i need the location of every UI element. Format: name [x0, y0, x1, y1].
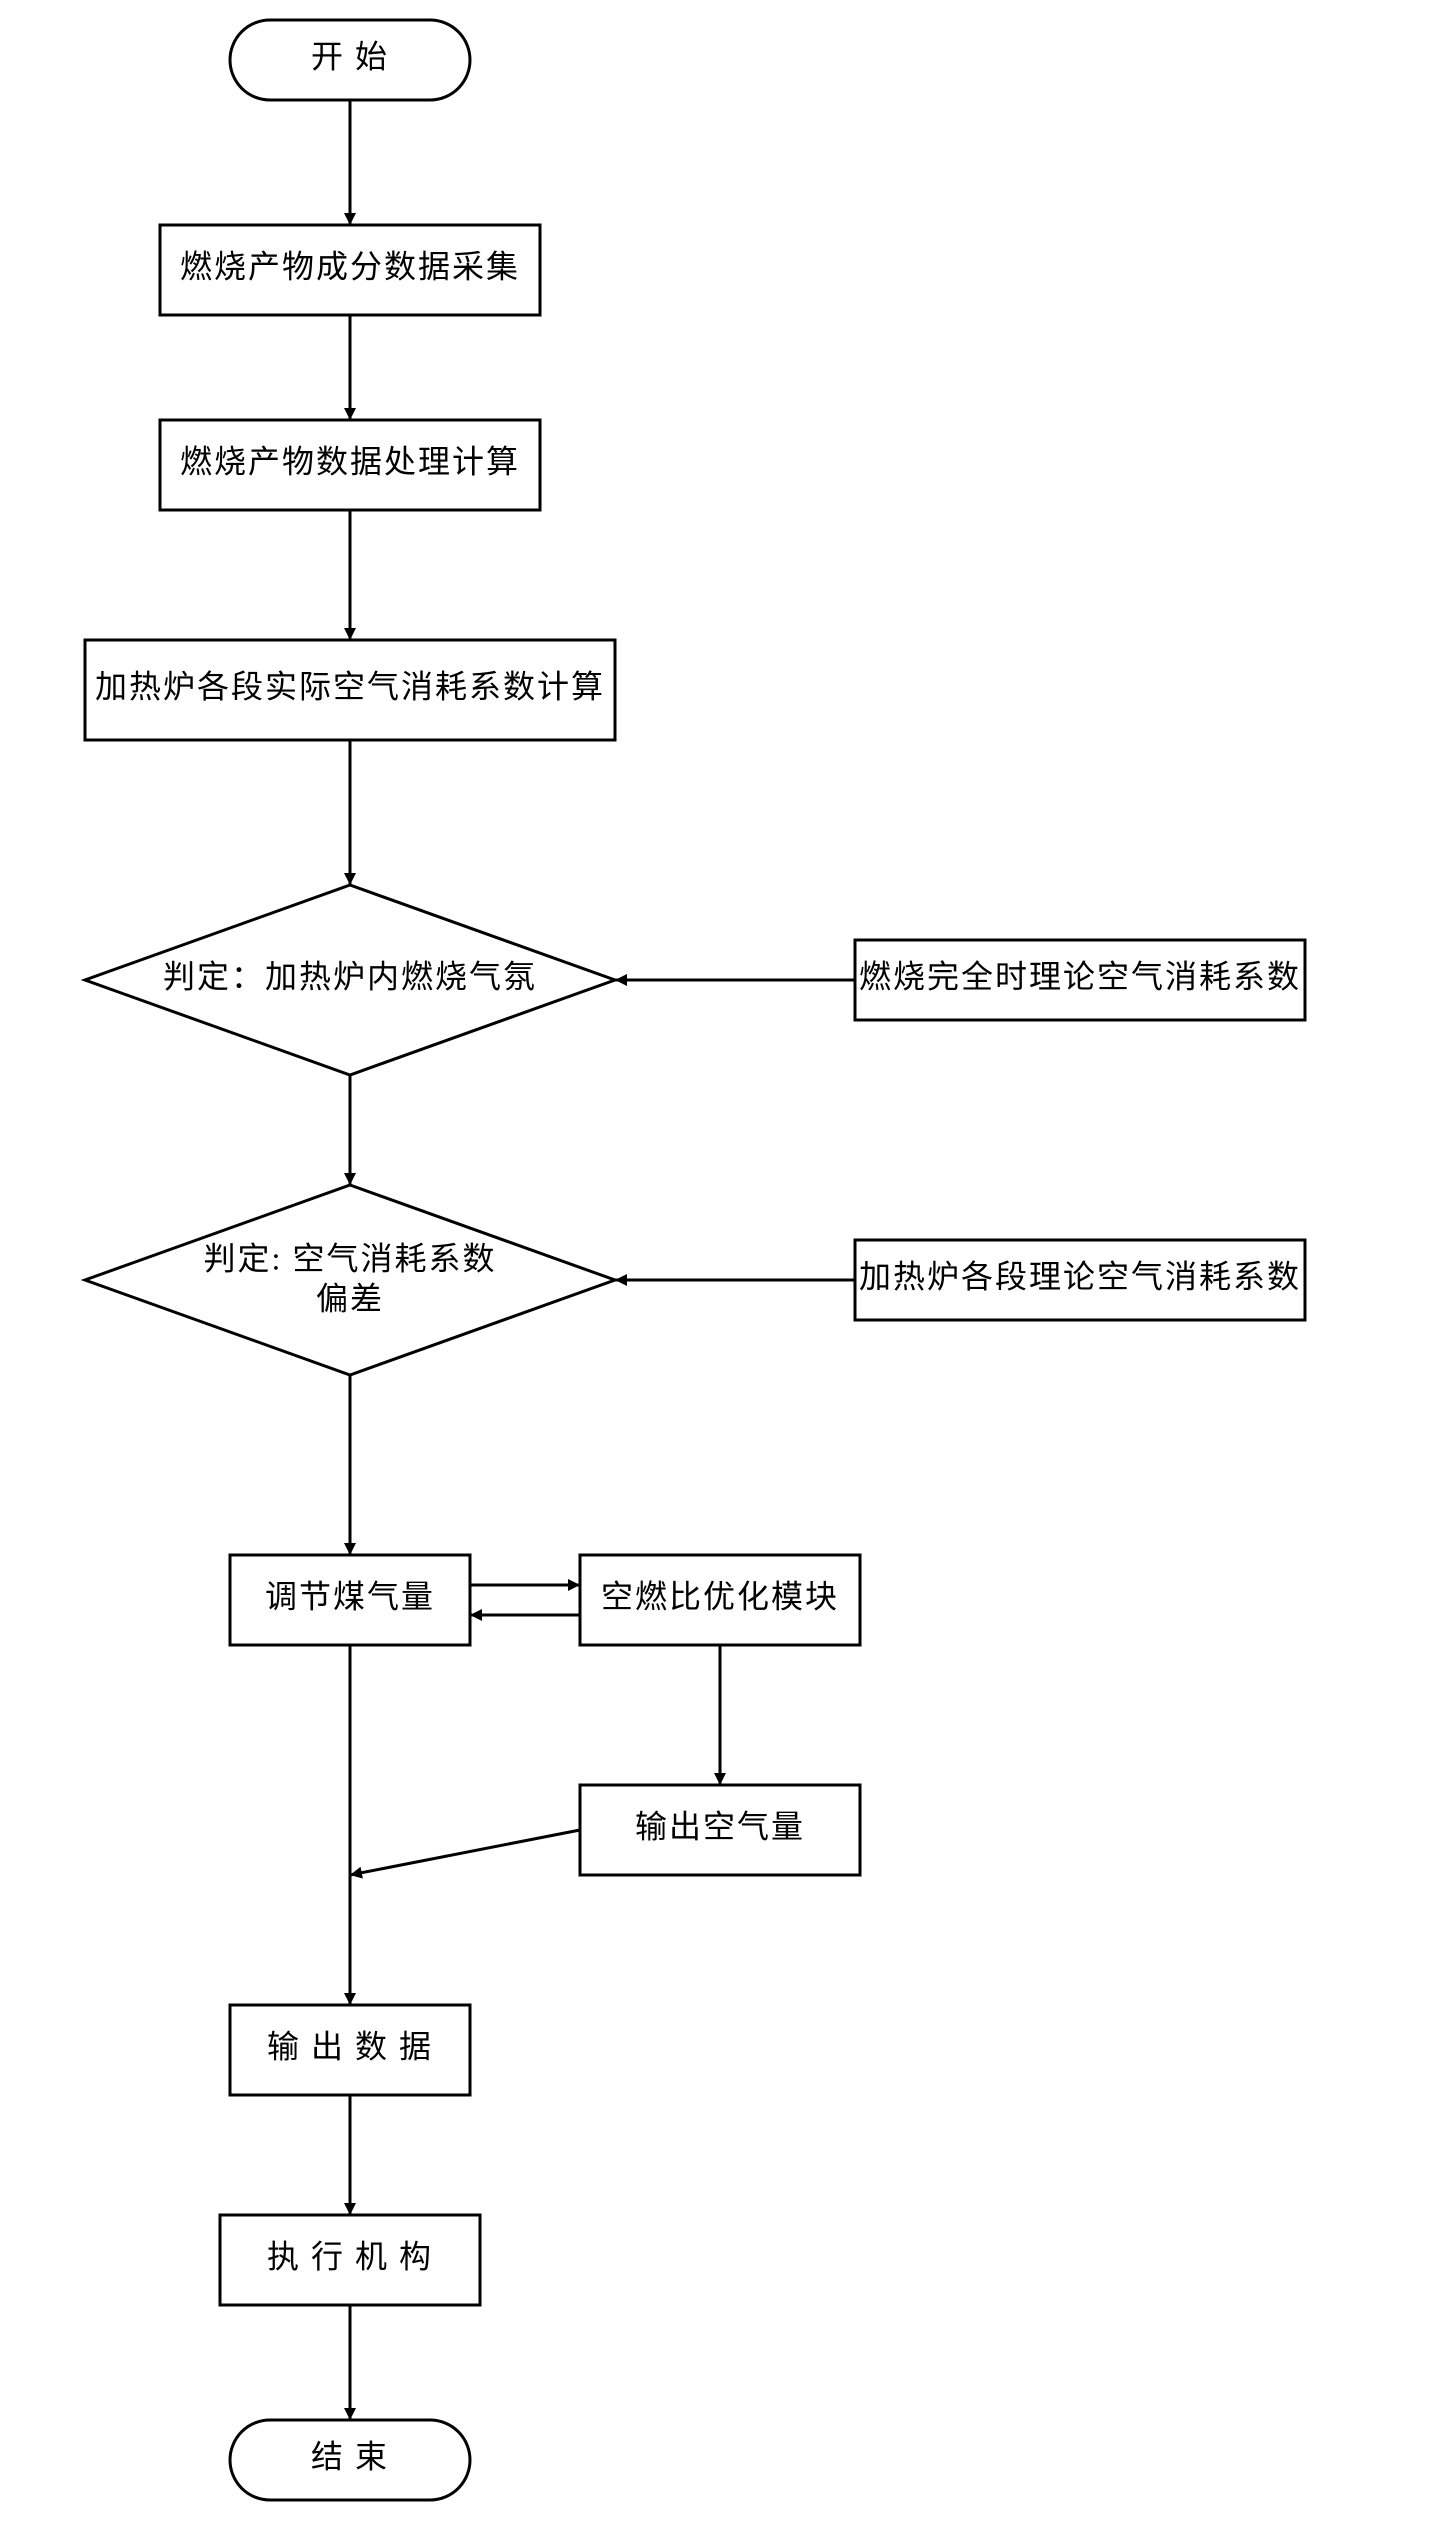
- node-output_data: 输 出 数 据: [230, 2005, 470, 2095]
- node-process: 燃烧产物数据处理计算: [160, 420, 540, 510]
- flowchart-canvas: 开 始燃烧产物成分数据采集燃烧产物数据处理计算加热炉各段实际空气消耗系数计算判定…: [0, 0, 1430, 2539]
- node-theory2: 加热炉各段理论空气消耗系数: [855, 1240, 1305, 1320]
- node-output_air: 输出空气量: [580, 1785, 860, 1875]
- node-label-process: 燃烧产物数据处理计算: [180, 443, 520, 479]
- node-label-actuator: 执 行 机 构: [267, 2238, 433, 2274]
- node-decision2: 判定: 空气消耗系数偏差: [85, 1185, 615, 1375]
- node-label-output_data: 输 出 数 据: [267, 2028, 433, 2064]
- node-collect: 燃烧产物成分数据采集: [160, 225, 540, 315]
- node-label-collect: 燃烧产物成分数据采集: [180, 248, 520, 284]
- node-label-optimize: 空燃比优化模块: [601, 1578, 839, 1614]
- node-label-adjust_gas: 调节煤气量: [265, 1578, 435, 1614]
- node-start: 开 始: [230, 20, 470, 100]
- node-adjust_gas: 调节煤气量: [230, 1555, 470, 1645]
- node-label-decision2-2: 偏差: [316, 1280, 384, 1316]
- node-label-theory1: 燃烧完全时理论空气消耗系数: [859, 958, 1301, 994]
- node-decision1: 判定：加热炉内燃烧气氛: [85, 885, 615, 1075]
- node-end: 结 束: [230, 2420, 470, 2500]
- node-actuator: 执 行 机 构: [220, 2215, 480, 2305]
- node-label-end: 结 束: [311, 2438, 389, 2474]
- node-calc: 加热炉各段实际空气消耗系数计算: [85, 640, 615, 740]
- edge: [350, 1830, 580, 1875]
- node-label-output_air: 输出空气量: [635, 1808, 805, 1844]
- node-label-decision1: 判定：加热炉内燃烧气氛: [163, 958, 537, 994]
- node-label-decision2-1: 判定: 空气消耗系数: [204, 1240, 497, 1276]
- node-label-start: 开 始: [311, 38, 389, 74]
- node-theory1: 燃烧完全时理论空气消耗系数: [855, 940, 1305, 1020]
- node-label-calc: 加热炉各段实际空气消耗系数计算: [95, 668, 605, 704]
- node-label-theory2: 加热炉各段理论空气消耗系数: [859, 1258, 1301, 1294]
- node-optimize: 空燃比优化模块: [580, 1555, 860, 1645]
